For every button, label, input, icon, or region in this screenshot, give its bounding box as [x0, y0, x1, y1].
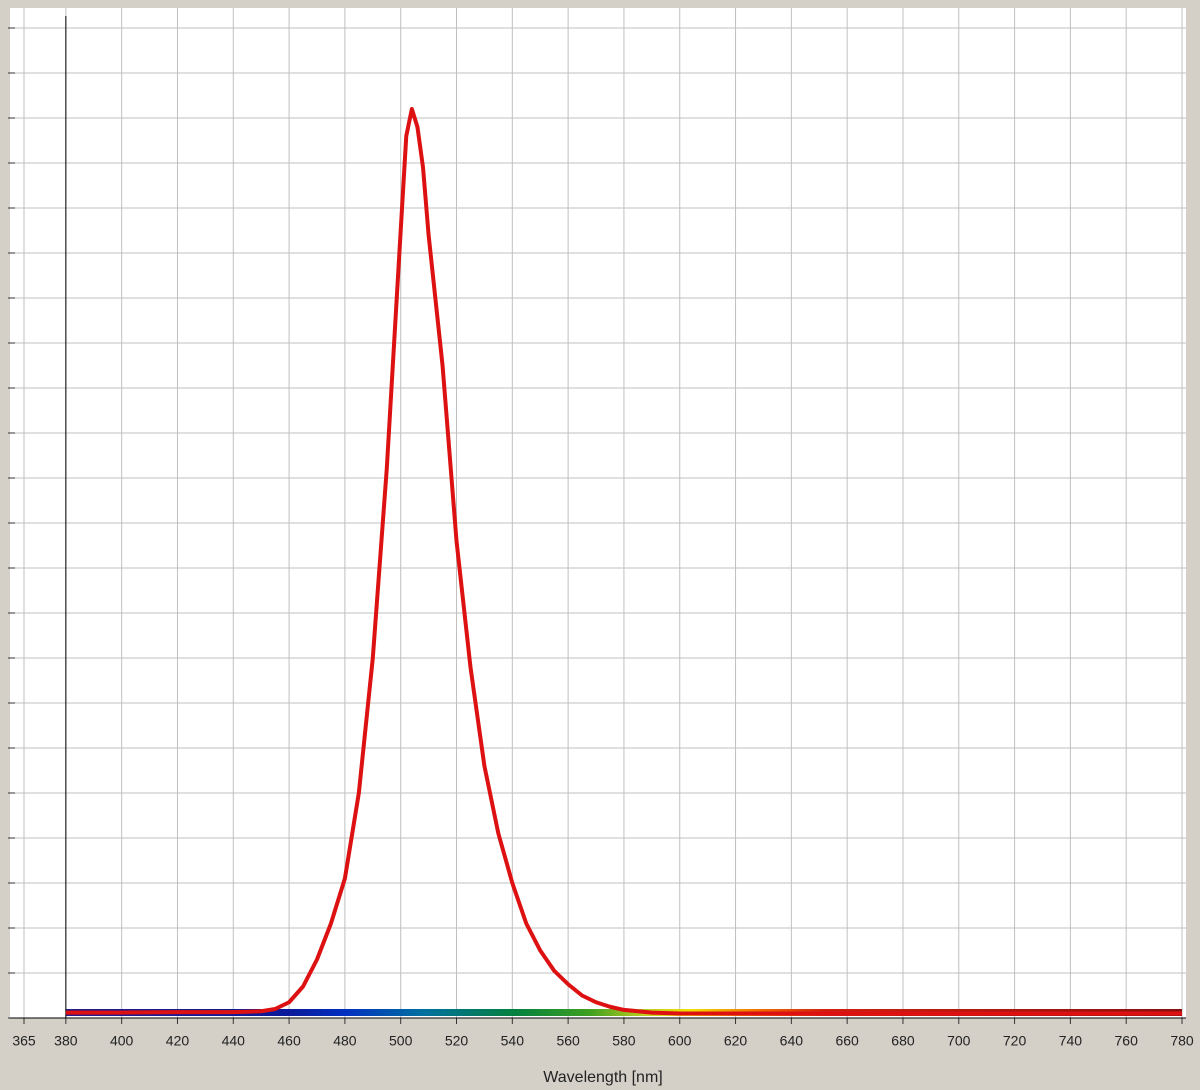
x-tick-label: 365	[12, 1033, 36, 1049]
x-tick-label: 760	[1115, 1033, 1139, 1049]
x-tick-label: 600	[668, 1033, 692, 1049]
x-tick-label: 620	[724, 1033, 748, 1049]
x-tick-label: 780	[1170, 1033, 1194, 1049]
x-tick-label: 540	[501, 1033, 525, 1049]
x-tick-label: 740	[1059, 1033, 1083, 1049]
spectrum-band	[65, 1009, 1182, 1016]
x-tick-label: 580	[612, 1033, 636, 1049]
x-tick-label: 700	[947, 1033, 971, 1049]
x-tick-label: 500	[389, 1033, 413, 1049]
x-tick-label: 400	[110, 1033, 134, 1049]
x-tick-label: 520	[445, 1033, 469, 1049]
x-tick-label: 660	[835, 1033, 859, 1049]
plot-area	[10, 8, 1186, 1018]
x-tick-label: 680	[891, 1033, 915, 1049]
x-tick-label: 720	[1003, 1033, 1027, 1049]
x-axis-label: Wavelength [nm]	[543, 1069, 662, 1086]
x-tick-label: 460	[277, 1033, 301, 1049]
spectrum-line	[65, 107, 1182, 1016]
x-tick-label: 480	[333, 1033, 357, 1049]
x-tick-label: 560	[556, 1033, 580, 1049]
x-tick-label: 640	[780, 1033, 804, 1049]
x-tick-label: 380	[54, 1033, 78, 1049]
x-tick-label: 420	[166, 1033, 190, 1049]
x-tick-label: 440	[222, 1033, 246, 1049]
